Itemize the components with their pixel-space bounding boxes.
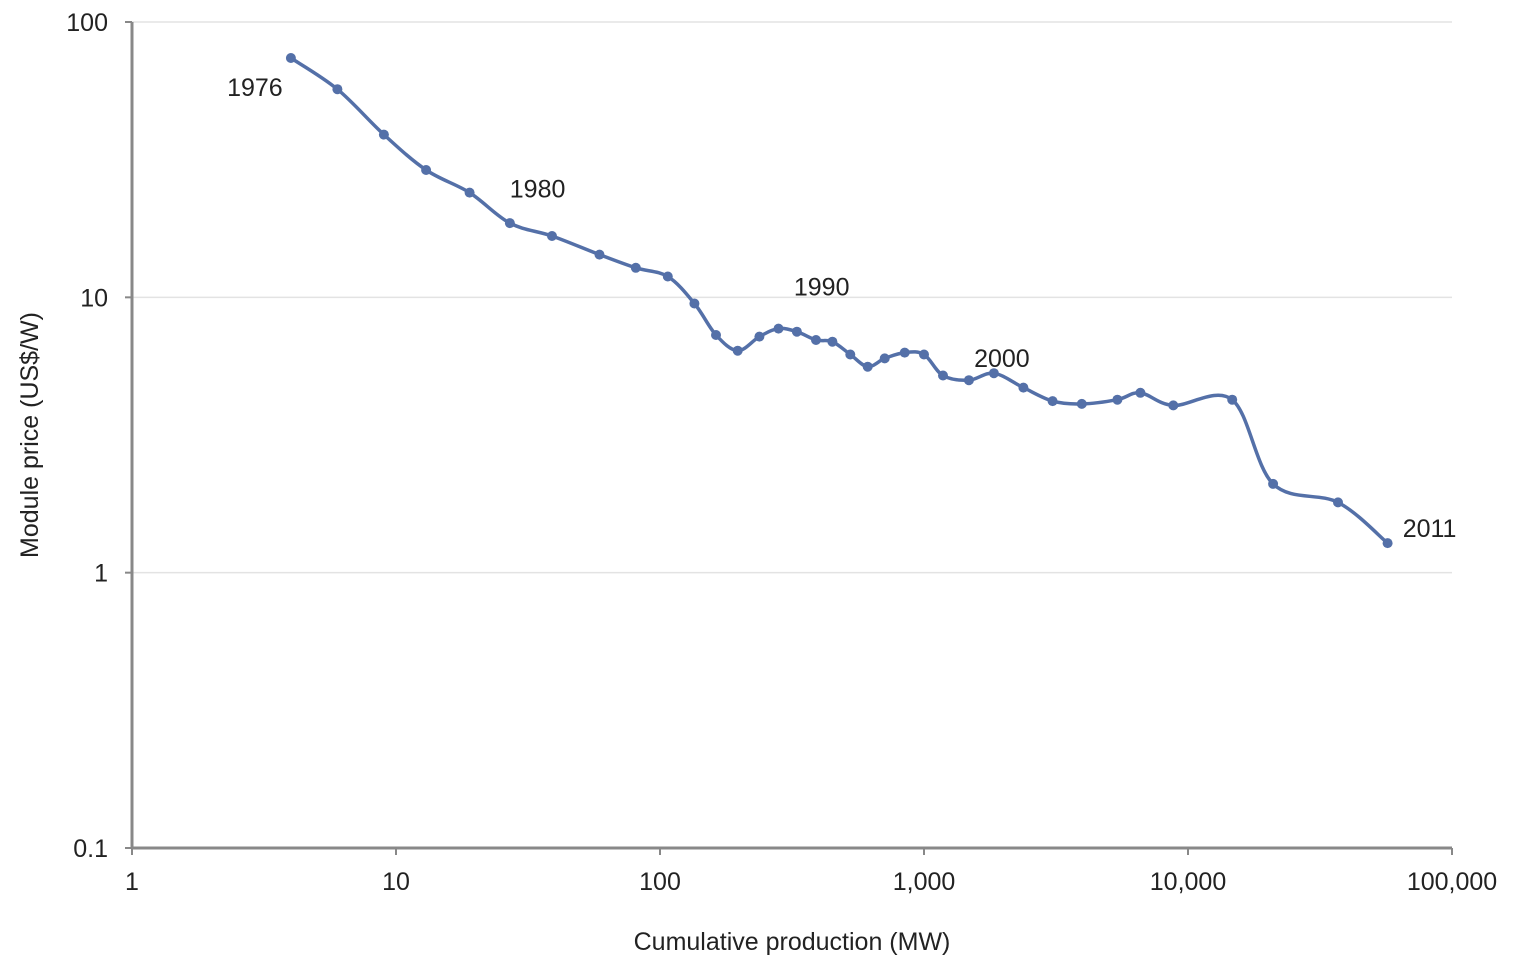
data-point [711,330,721,340]
data-point [378,129,389,140]
data-point [862,361,873,372]
data-point [1018,382,1029,393]
data-point [285,53,296,63]
tick-labels: 0.1 1 10 100 1 10 100 1,000 10,000 100,000 [66,9,1497,896]
data-point [1112,394,1123,405]
data-point [1227,394,1238,405]
data-point [827,336,838,347]
x-tick-label: 1,000 [893,868,956,896]
data-point [791,326,802,337]
data-point [732,345,743,356]
y-axis-title: Module price (US$/W) [16,312,44,558]
data-point [464,187,475,198]
data-point [963,375,974,386]
data-point [594,249,605,260]
year-annotation: 1976 [227,74,283,102]
data-point [689,298,700,309]
data-point [1047,396,1058,407]
x-tick-label: 1 [125,868,139,896]
y-tick-label: 1 [94,560,108,588]
data-point [1135,387,1146,398]
data-point [504,218,515,229]
gridlines [132,21,1452,574]
x-tick-label: 10 [382,868,410,896]
data-point [1076,398,1087,409]
data-point [1333,497,1343,508]
x-tick-label: 10,000 [1150,868,1226,896]
data-point [811,335,821,345]
data-point [899,347,910,358]
year-annotation: 1980 [510,176,566,204]
data-point [630,262,641,273]
year-annotation: 2000 [974,345,1030,373]
x-axis-title: Cumulative production (MW) [634,928,951,956]
x-tick-label: 100 [639,868,681,896]
year-annotation: 2011 [1403,515,1457,543]
y-tick-label: 10 [80,284,108,312]
data-point [547,231,557,241]
data-point [879,353,890,364]
data-point [919,349,929,360]
data-point [773,323,784,334]
price-series [285,53,1393,549]
data-point [332,84,343,95]
data-point [845,349,856,360]
data-point [754,331,765,342]
year-annotation: 1990 [794,274,850,302]
data-point [1268,478,1279,489]
axes [130,22,1452,850]
data-point [421,165,432,175]
data-point [938,370,948,381]
year-annotations: 1976 1980 1990 2000 2011 [227,74,1456,543]
y-tick-label: 100 [66,9,108,37]
data-point [988,368,999,379]
data-point [1168,400,1179,411]
data-point [662,271,673,282]
x-tick-label: 100,000 [1407,868,1497,896]
y-tick-label: 0.1 [73,835,108,863]
data-point [1382,538,1393,549]
